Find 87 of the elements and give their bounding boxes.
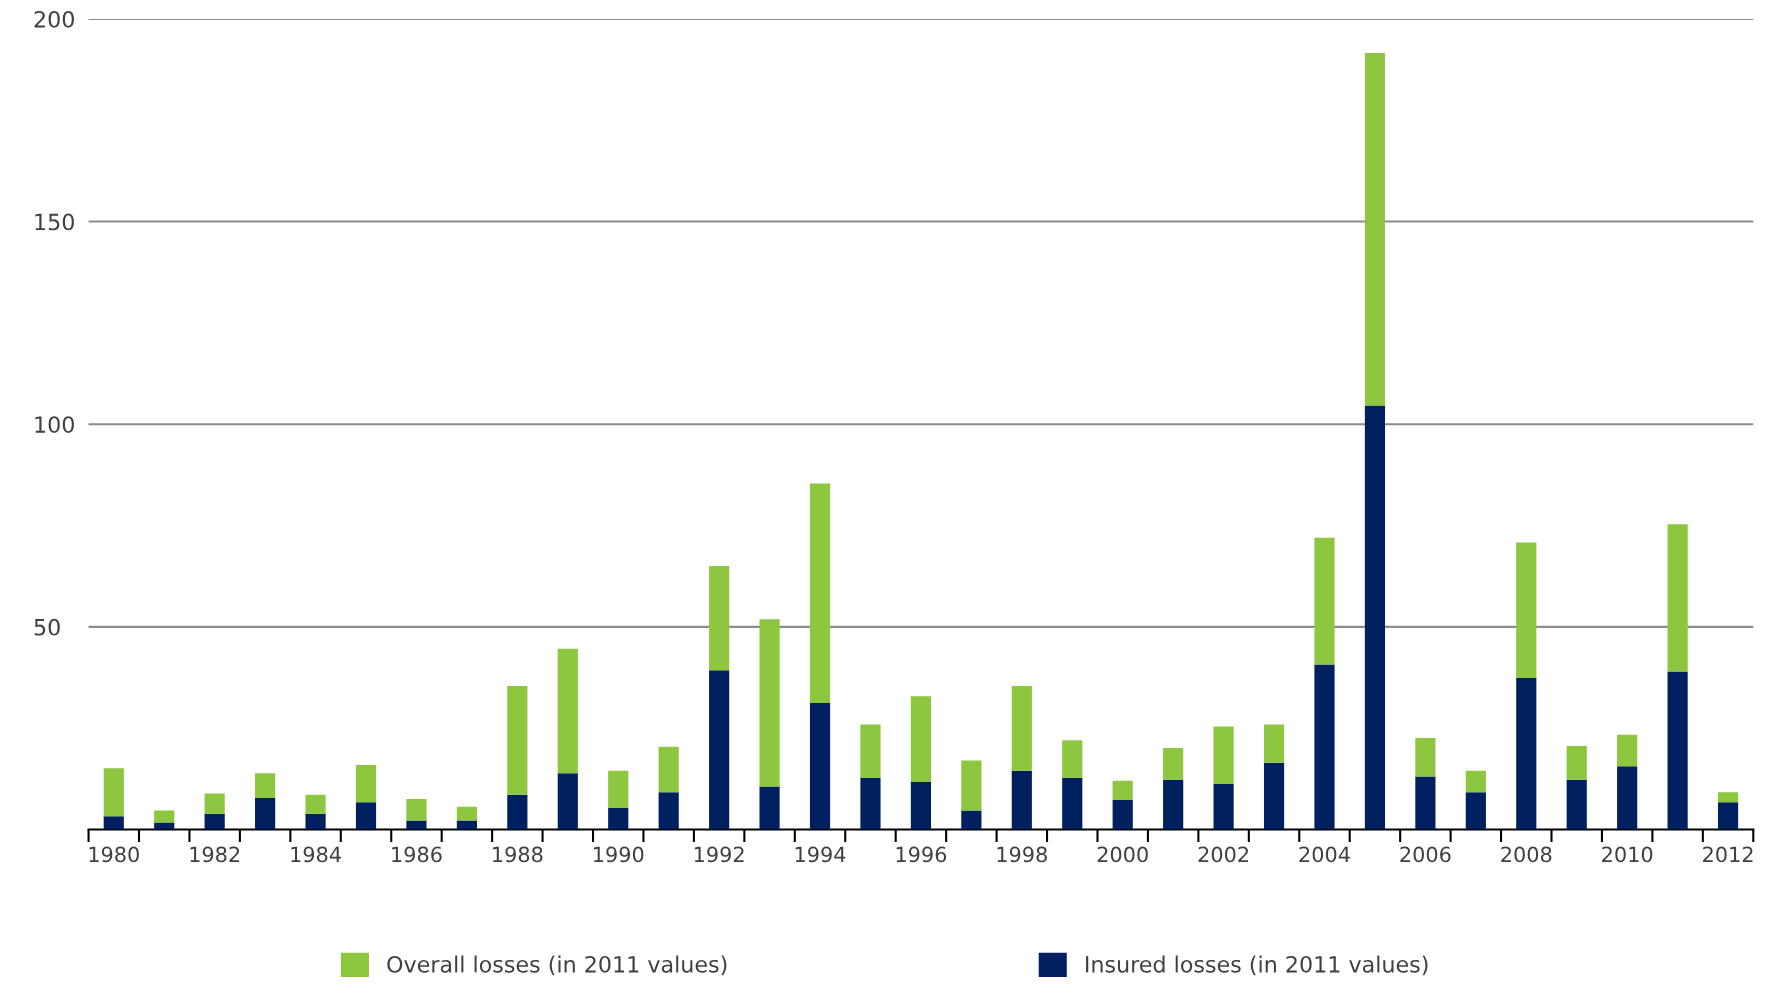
bar [204,793,225,814]
bar [507,686,528,795]
bar [860,777,881,830]
y-tick-label: 150 [35,213,74,231]
bar [1163,748,1184,780]
x-tick-label: 2000 [1097,846,1148,863]
bar [759,786,780,830]
x-tick-label: 1988 [493,846,543,863]
legend-label: Overall losses (in 2011 values) [387,955,727,976]
bar [1364,52,1386,406]
bar [1415,737,1436,777]
bar [305,794,326,814]
bar [809,483,831,704]
bar [1011,686,1032,771]
bar [355,765,377,803]
bar [608,808,629,830]
bar [507,794,528,830]
bar [1314,537,1335,665]
y-tick-label: 200 [34,10,74,28]
bar [658,792,679,830]
x-tick-label: 2004 [1299,846,1350,863]
bar [1465,770,1486,793]
x-tick-label: 1998 [997,846,1047,863]
y-tick-label: 50 [34,618,60,636]
legend-label: Insured losses (in 2011 values) [1086,955,1428,976]
bar [709,566,730,671]
bar [204,813,225,830]
x-tick-label: 1982 [190,846,240,863]
bar [355,802,377,830]
bar [1364,405,1386,830]
bar [1062,740,1083,778]
bar [1263,762,1285,830]
x-tick-label: 2002 [1198,846,1249,863]
bar [1263,724,1285,763]
x-tick-label: 1986 [392,846,442,863]
bar [1667,524,1688,672]
bar [1112,780,1133,800]
bar [1617,766,1638,830]
bar [1667,671,1688,830]
bar [1213,784,1234,830]
bar [961,760,982,811]
x-tick-label: 1984 [291,846,341,863]
x-tick-label: 1990 [594,846,644,863]
bar [154,810,175,823]
bar [1465,792,1486,830]
bar [1163,779,1184,830]
bar [860,724,881,778]
x-tick-label: 1992 [694,846,744,863]
bar [709,670,730,830]
bar [759,619,780,787]
bar [255,773,276,798]
bar [1314,664,1335,830]
bar [557,773,578,830]
bar [1213,726,1234,785]
bar [1566,746,1587,780]
x-tick-label: 2006 [1400,846,1451,863]
bar [255,797,276,830]
bar [406,820,427,830]
bar [809,703,831,830]
bar [910,782,932,830]
x-tick-label: 2010 [1602,846,1653,863]
bar [103,816,124,830]
bar [658,746,679,793]
bar [1062,777,1083,830]
x-tick-label: 2012 [1703,846,1753,863]
bar [1717,802,1739,830]
bar [456,806,477,821]
x-tick-label: 1980 [89,846,139,863]
bar [1717,792,1739,803]
bar [305,813,326,830]
x-tick-label: 1994 [795,846,846,863]
bar [103,768,124,817]
x-tick-label: 2008 [1501,846,1552,863]
bar [1112,799,1133,830]
bar [557,648,578,774]
bar [1516,677,1537,830]
bar [1566,779,1587,830]
x-tick-label: 1996 [896,846,947,863]
bar [406,799,427,821]
bar [608,770,629,809]
bar [961,810,982,830]
bar [1516,542,1537,678]
y-tick-label: 100 [35,416,74,433]
bar [1415,776,1436,830]
bar [910,696,932,783]
bar [1617,734,1638,767]
bar [1011,770,1032,830]
